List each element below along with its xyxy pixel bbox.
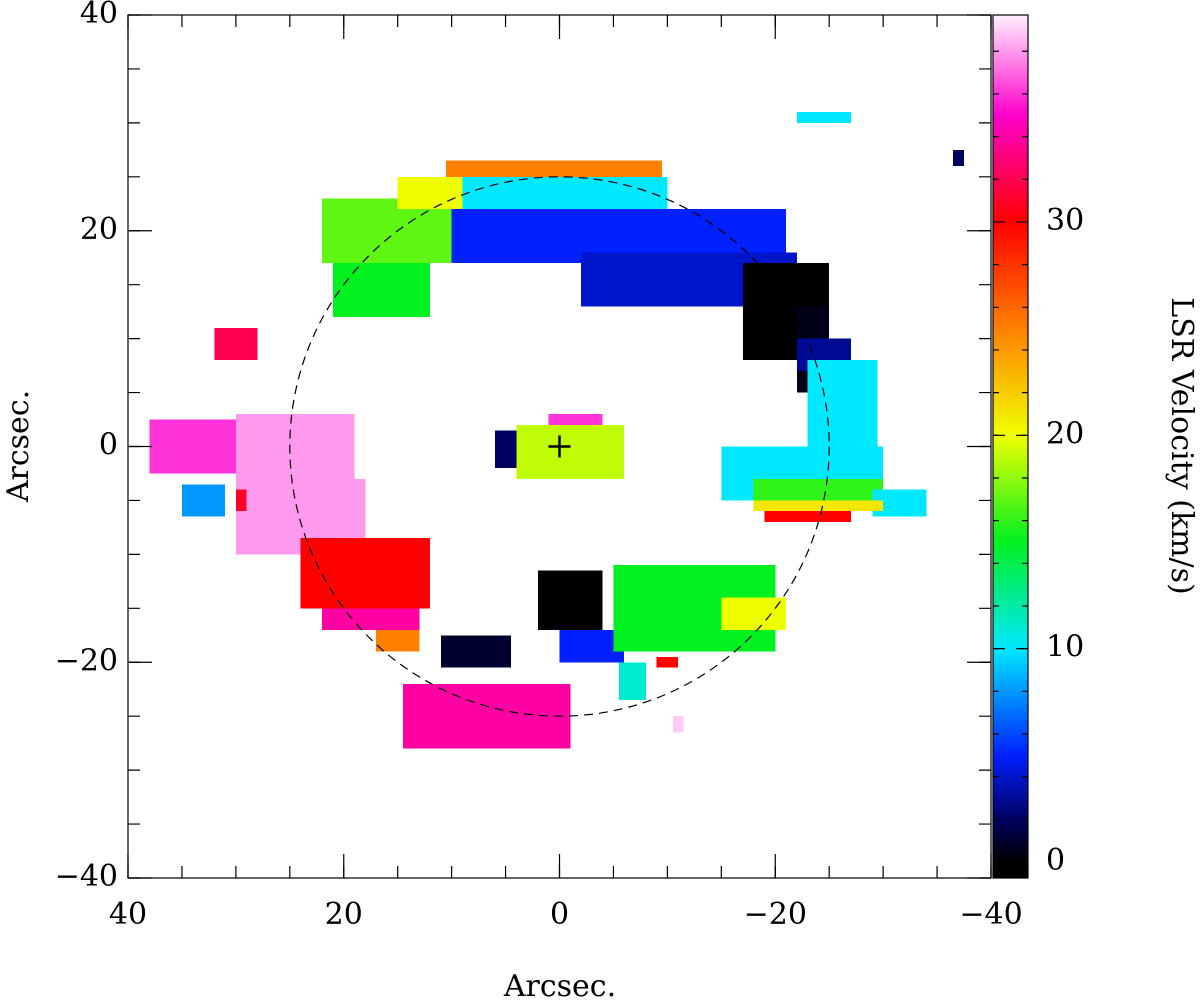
minor-tick	[128, 15, 991, 878]
velocity-cell	[656, 656, 679, 668]
velocity-cell	[516, 424, 625, 479]
velocity-cell	[300, 538, 431, 609]
y-tick-label: 40	[80, 0, 118, 31]
velocity-cell	[397, 176, 463, 210]
velocity-cell	[796, 112, 851, 123]
velocity-cell	[672, 716, 684, 733]
minor-tick	[128, 15, 991, 878]
x-axis-label: Arcsec.	[503, 969, 616, 1003]
minor-tick	[128, 15, 991, 878]
y-tick-label: −40	[55, 859, 118, 894]
velocity-cell	[235, 489, 247, 512]
velocity-cell	[721, 597, 787, 630]
velocity-cell	[149, 419, 247, 474]
colorbar-tick-label: 10	[1046, 630, 1084, 665]
minor-tick	[128, 15, 991, 878]
velocity-cell	[618, 662, 646, 701]
minor-tick	[128, 15, 991, 878]
velocity-cell	[548, 414, 603, 425]
velocity-cell	[322, 608, 420, 630]
x-tick-label: −20	[744, 897, 807, 932]
y-tick-label: 0	[99, 428, 118, 463]
x-tick-label: 40	[109, 897, 147, 932]
center-marker	[548, 435, 571, 458]
velocity-cell	[953, 149, 965, 167]
x-tick-label: 20	[325, 897, 363, 932]
velocity-cell	[537, 570, 603, 630]
velocity-cell	[764, 511, 851, 523]
colorbar-tick-label: 0	[1046, 843, 1065, 878]
minor-tick	[128, 15, 991, 878]
colorbar-tick-label: 20	[1046, 416, 1084, 451]
velocity-cell	[494, 430, 517, 469]
colorbar-tick-label: 30	[1046, 203, 1084, 238]
velocity-cell	[332, 263, 431, 318]
minor-tick	[128, 15, 991, 878]
minor-tick	[128, 15, 991, 878]
velocity-cell	[181, 484, 226, 517]
reference-circle	[289, 176, 830, 717]
y-tick-label: 20	[80, 212, 118, 247]
minor-tick	[128, 15, 991, 878]
minor-tick	[128, 15, 991, 878]
colorbar	[992, 14, 1029, 879]
velocity-cell	[440, 635, 511, 668]
x-tick-label: −40	[959, 897, 1022, 932]
colorbar-label: LSR Velocity (km/s)	[1164, 297, 1199, 594]
minor-tick	[128, 15, 991, 878]
velocity-cell	[376, 629, 420, 652]
x-tick-label: 0	[550, 897, 569, 932]
y-tick-label: −20	[55, 643, 118, 678]
velocity-cell	[753, 500, 884, 512]
minor-tick	[128, 15, 991, 878]
velocity-cell	[214, 327, 258, 361]
y-axis-label: Arcsec.	[1, 390, 36, 503]
velocity-cell	[807, 360, 878, 447]
